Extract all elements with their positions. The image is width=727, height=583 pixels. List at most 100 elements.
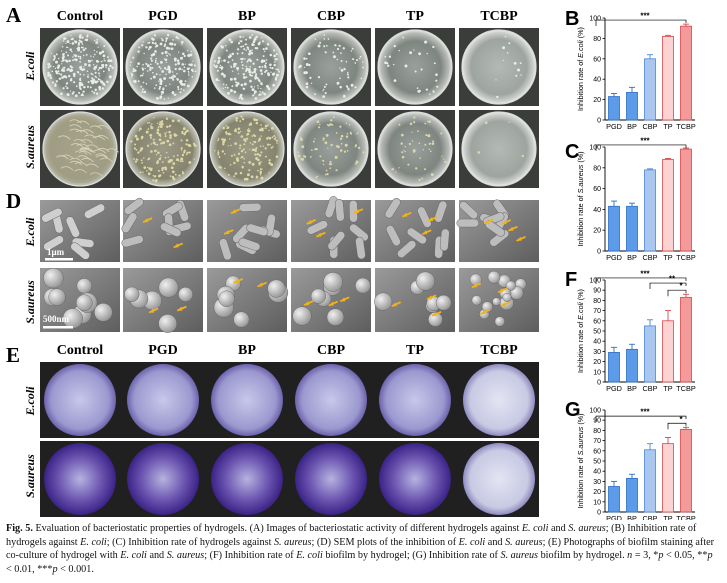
sem-ecoli-tcbp <box>456 199 539 262</box>
sem-saureus-tp <box>374 268 455 332</box>
caption-italic-12: p <box>658 550 664 562</box>
plate-saureus-cbp <box>291 110 371 188</box>
panel-e-row-label-ecoli: E.coli <box>23 386 37 417</box>
panel-a-header-control: Control <box>57 9 104 24</box>
plate-ecoli-control <box>40 28 120 106</box>
caption-italic-9: E. coli <box>296 550 323 562</box>
chart-g-bar-cbp <box>644 449 656 513</box>
chart-c-ytick: 20 <box>593 228 601 235</box>
well-saureus-control <box>44 443 116 515</box>
panel-e-group-headers: Control PGD BP CBP TP TCBP <box>57 343 518 358</box>
chart-c: C 0 20 40 60 80 100 Inhibition rate of S.aureus… <box>565 136 696 262</box>
well-saureus-tp <box>379 443 451 515</box>
caption-text-13: < 0.05, ** <box>663 550 708 562</box>
chart-b-xtick-tcbp: TCBP <box>676 122 696 131</box>
chart-f-bar-tp <box>662 320 674 383</box>
caption-italic-4: S. aureus <box>273 536 312 548</box>
panel-letter-e: E <box>6 343 20 367</box>
sem-ecoli-bp <box>207 200 287 262</box>
chart-f-bar-cbp <box>644 325 656 383</box>
chart-g-ylabel: Inhibition rate of S.aureus (%) <box>576 413 585 508</box>
chart-f-xtick-tcbp: TCBP <box>676 384 696 393</box>
chart-c-xtick-tcbp: TCBP <box>676 253 696 262</box>
plate-saureus-pgd <box>123 110 203 188</box>
panel-e-header-control: Control <box>57 343 104 358</box>
chart-g-ytick: 50 <box>593 459 601 466</box>
panel-a-row-label-saureus: S.aureus <box>23 125 37 169</box>
chart-f-significance: * <box>679 282 683 291</box>
chart-b-bar-tp <box>662 35 674 121</box>
chart-c-ytick: 40 <box>593 207 601 214</box>
panel-e-header-tp: TP <box>406 343 424 358</box>
chart-f-ytick: 80 <box>593 298 601 305</box>
panel-e-row-label-saureus: S.aureus <box>23 454 37 498</box>
chart-f-xtick-pgd: PGD <box>606 384 622 393</box>
panel-a: A Control PGD BP CBP TP TCBP E.coli S.aureus <box>6 3 539 188</box>
chart-f-ytick: 60 <box>593 318 601 325</box>
caption-text-4: ; (C) Inhibition rate of hydrogels again… <box>106 536 274 548</box>
caption-italic-14: p <box>52 563 58 575</box>
chart-b-bar-tcbp <box>680 25 692 121</box>
panel-d-row-label-ecoli: E.coli <box>23 217 37 248</box>
plate-ecoli-bp <box>207 28 287 106</box>
chart-c-bar-tp <box>662 159 674 252</box>
caption-text-6: and <box>485 536 506 548</box>
chart-f-ytick: 40 <box>593 339 601 346</box>
chart-f-xtick-tp: TP <box>663 384 672 393</box>
plate-saureus-tp <box>375 110 455 188</box>
chart-b-xtick-bp: BP <box>627 122 637 131</box>
chart-f-ytick: 90 <box>593 288 601 295</box>
figure-5: A Control PGD BP CBP TP TCBP E.coli S.aureus … <box>6 3 696 520</box>
panel-a-header-tp: TP <box>406 9 424 24</box>
scale-bar-saureus: 500nm <box>43 314 73 329</box>
panel-e-header-bp: BP <box>238 343 256 358</box>
plate-ecoli-cbp <box>291 28 371 106</box>
scale-bar-saureus-label: 500nm <box>43 314 70 324</box>
chart-g-ytick: 20 <box>593 489 601 496</box>
panel-e-biofilm-wells <box>40 362 539 517</box>
caption-italic-8: S. aureus <box>166 550 205 562</box>
chart-g-ytick: 70 <box>593 438 601 445</box>
chart-b-bar-bp <box>626 92 638 121</box>
chart-f-ytick: 50 <box>593 329 601 336</box>
panel-e-header-tcbp: TCBP <box>480 343 518 358</box>
chart-b-ylabel: Inhibition rate of E.coli (%) <box>576 27 585 111</box>
caption-italic-7: E. coli <box>120 550 147 562</box>
plate-ecoli-tp <box>375 28 455 106</box>
panel-e: E Control PGD BP CBP TP TCBP E.coli S.aureus <box>6 343 539 517</box>
chart-c-bar-pgd <box>608 205 620 252</box>
plate-ecoli-tcbp <box>459 28 539 106</box>
sem-saureus-control <box>40 268 120 332</box>
caption-text-5: ; (D) SEM plots of the inhibition of <box>311 536 459 548</box>
chart-b-xtick-tp: TP <box>663 122 672 131</box>
well-ecoli-cbp <box>295 364 367 436</box>
chart-g-ytick: 90 <box>593 418 601 425</box>
chart-c-bar-bp <box>626 205 638 252</box>
caption-label: Fig. 5. <box>6 523 33 534</box>
well-ecoli-tp <box>379 364 451 436</box>
panel-letter-b: B <box>565 8 579 30</box>
caption-text-10: biofilm by hydrogel; (G) Inhibition rate… <box>322 550 501 562</box>
well-ecoli-pgd <box>127 364 199 436</box>
sem-saureus-pgd <box>123 268 203 333</box>
chart-b: B 0 20 40 60 80 100 Inhibition rate of E.coli (… <box>565 8 696 131</box>
chart-g-ytick: 0 <box>597 510 601 517</box>
panel-a-plates <box>40 28 539 188</box>
chart-c-ytick: 60 <box>593 186 601 193</box>
chart-c-ytick: 0 <box>597 249 601 256</box>
chart-g-xtick-cbp: CBP <box>642 514 657 520</box>
scale-bar-ecoli: 1μm <box>45 247 73 261</box>
well-ecoli-control <box>44 364 116 436</box>
caption-text-11: biofilm by hydrogel. <box>538 550 628 562</box>
caption-text-7: ; (E) Photographs of biofilm staining af… <box>6 536 715 562</box>
chart-c-ytick: 100 <box>589 145 601 152</box>
chart-c-ytick: 80 <box>593 165 601 172</box>
panel-a-group-headers: Control PGD BP CBP TP TCBP <box>57 9 518 24</box>
chart-b-ytick: 80 <box>593 36 601 43</box>
sem-ecoli-cbp <box>291 196 371 262</box>
caption-italic-2: S. aureus <box>568 523 606 534</box>
chart-f-ytick: 100 <box>589 278 601 285</box>
caption-text-2: and <box>548 523 569 534</box>
chart-g-significance: * <box>679 415 683 424</box>
panel-letter-a: A <box>6 3 22 27</box>
